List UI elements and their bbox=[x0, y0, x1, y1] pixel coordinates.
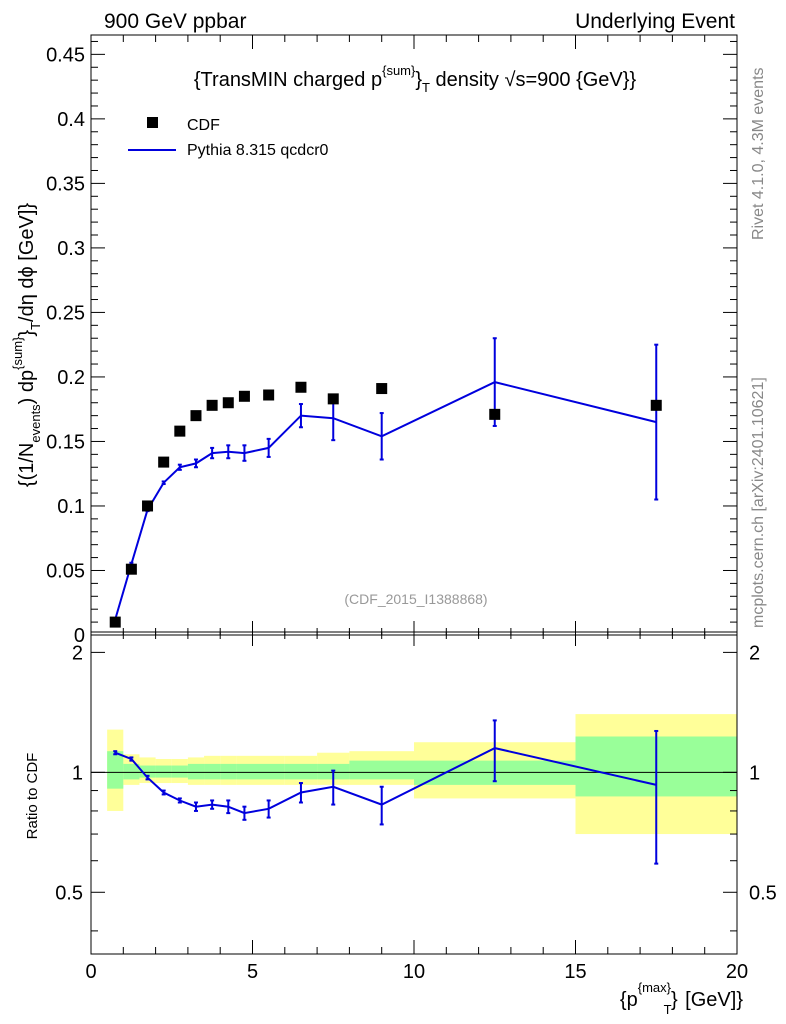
main-y-tick-label: 0.45 bbox=[46, 44, 85, 66]
cdf-data-point bbox=[222, 397, 234, 409]
main-title: {TransMIN charged p{sum}}T density √s=90… bbox=[194, 63, 637, 95]
cdf-data-point bbox=[125, 563, 137, 575]
header-right: Underlying Event bbox=[575, 10, 735, 33]
legend-label-cdf: CDF bbox=[187, 117, 220, 134]
ratio-y-tick-label-left: 0.5 bbox=[55, 882, 83, 904]
uncertainty-band-green bbox=[204, 763, 221, 780]
cdf-data-point bbox=[295, 381, 307, 393]
main-y-tick-label: 0.25 bbox=[46, 302, 85, 324]
ratio-panel bbox=[90, 631, 738, 955]
uncertainty-band-green bbox=[123, 763, 140, 780]
analysis-watermark: (CDF_2015_I1388868) bbox=[344, 591, 487, 607]
cdf-data-point bbox=[238, 390, 250, 402]
cdf-data-point bbox=[142, 500, 154, 512]
legend-label-pythia: Pythia 8.315 qcdcr0 bbox=[187, 142, 329, 159]
ratio-axis-ticks: 0.5 0.51 12 20 5 10 15 20 bbox=[55, 632, 777, 983]
ratio-y-tick-label-right: 0.5 bbox=[749, 882, 777, 904]
rivet-label: Rivet 4.1.0, 4.3M events bbox=[750, 67, 767, 240]
legend-marker-cdf bbox=[147, 117, 158, 128]
ratio-y-tick-label-left: 2 bbox=[72, 642, 83, 664]
cdf-data-point bbox=[650, 399, 662, 411]
main-axis-ticks: 0 0.05 0.1 0.15 0.2 0.25 0.3 0.35 0.4 0.45 bbox=[46, 35, 738, 647]
uncertainty-band-green bbox=[155, 765, 172, 778]
ratio-y-tick-label-right: 2 bbox=[749, 642, 760, 664]
x-tick-label: 0 bbox=[85, 961, 96, 983]
cdf-data-point bbox=[376, 383, 388, 395]
x-tick-label: 15 bbox=[564, 961, 586, 983]
main-y-tick-label: 0.4 bbox=[57, 109, 85, 131]
x-tick-label: 20 bbox=[726, 961, 748, 983]
x-axis-label: {p{max}}T [GeV]} bbox=[620, 980, 743, 1017]
cdf-data-point bbox=[109, 616, 121, 628]
main-y-tick-label: 0.3 bbox=[57, 238, 85, 260]
cdf-data-point bbox=[327, 393, 339, 405]
main-y-tick-label: 0.2 bbox=[57, 367, 85, 389]
ratio-data-layer bbox=[113, 719, 659, 865]
main-y-tick-label: 0.1 bbox=[57, 496, 85, 518]
x-tick-label: 10 bbox=[403, 961, 425, 983]
uncertainty-band-green bbox=[284, 763, 318, 780]
uncertainty-band-green bbox=[252, 763, 285, 780]
uncertainty-band-green bbox=[107, 751, 124, 789]
uncertainty-band-green bbox=[139, 765, 156, 778]
uncertainty-band-green bbox=[187, 763, 205, 780]
main-y-tick-label: 0 bbox=[74, 625, 85, 647]
header-left: 900 GeV ppbar bbox=[104, 10, 246, 33]
ratio-y-tick-label-right: 1 bbox=[749, 762, 760, 784]
main-y-tick-label: 0.15 bbox=[46, 431, 85, 453]
cdf-data-point bbox=[206, 399, 218, 411]
main-y-tick-label: 0.35 bbox=[46, 173, 85, 195]
cdf-data-point bbox=[263, 389, 275, 401]
cdf-data-point bbox=[174, 425, 186, 437]
uncertainty-band-green bbox=[236, 763, 253, 780]
cdf-data-point bbox=[190, 410, 202, 422]
uncertainty-band-green bbox=[220, 763, 237, 780]
cdf-data-point bbox=[158, 456, 170, 468]
ratio-y-label: Ratio to CDF bbox=[24, 753, 41, 840]
uncertainty-band-green bbox=[349, 760, 414, 780]
x-tick-label: 5 bbox=[247, 961, 258, 983]
main-y-tick-label: 0.05 bbox=[46, 560, 85, 582]
main-y-label: {(1/Nevents) dp{sum}}T/dη dϕ [GeV]} bbox=[10, 203, 43, 488]
cdf-data-point bbox=[489, 408, 501, 420]
ratio-y-tick-label-left: 1 bbox=[72, 762, 83, 784]
uncertainty-band-green bbox=[171, 765, 188, 778]
mcplots-label: mcplots.cern.ch [arXiv:2401.10621] bbox=[750, 377, 767, 628]
legend: CDF Pythia 8.315 qcdcr0 bbox=[128, 117, 329, 159]
main-data-layer bbox=[109, 337, 662, 628]
